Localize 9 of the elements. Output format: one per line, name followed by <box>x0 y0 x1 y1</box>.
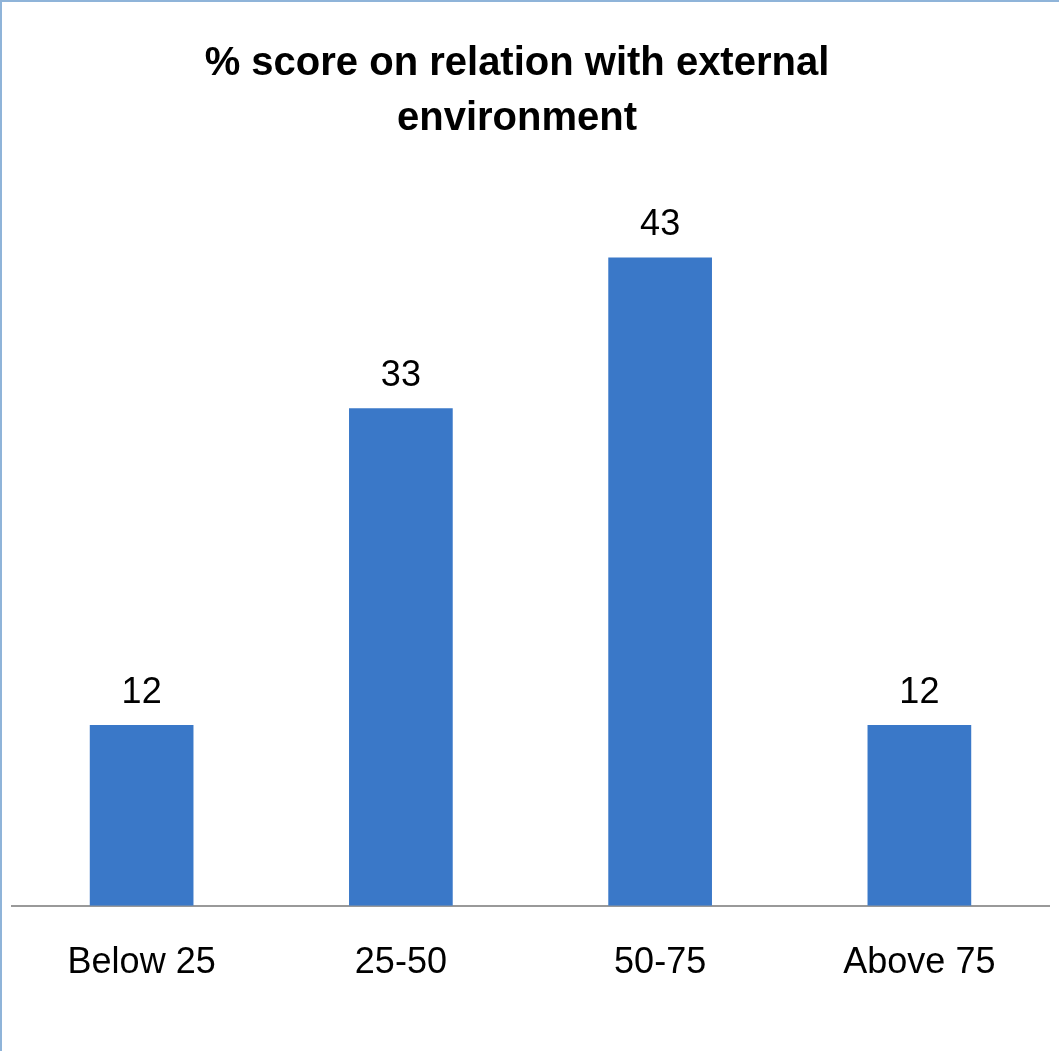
x-tick-label: Above 75 <box>843 940 996 982</box>
data-label: 33 <box>380 353 421 395</box>
data-label: 12 <box>121 669 162 711</box>
chart-title: % score on relation with external environment <box>203 38 831 140</box>
x-tick-label: 50-75 <box>614 940 707 982</box>
data-label: 12 <box>899 669 940 711</box>
x-tick-label: 25-50 <box>354 940 447 982</box>
x-tick-label: Below 25 <box>67 940 216 982</box>
data-label: 43 <box>640 202 681 244</box>
